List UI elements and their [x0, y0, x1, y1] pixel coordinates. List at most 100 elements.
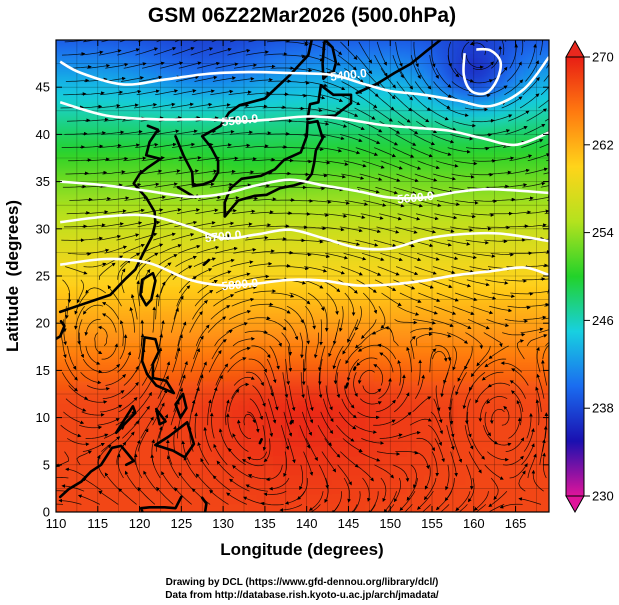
heat-cell: [331, 143, 342, 155]
streamline: [229, 222, 253, 228]
heat-cell: [465, 436, 475, 448]
streamline: [101, 343, 119, 360]
heat-cell: [440, 181, 450, 193]
heat-cell: [189, 493, 200, 504]
heat-cell: [315, 455, 325, 466]
heat-cell: [423, 96, 434, 108]
heat-cell: [415, 238, 425, 249]
heat-cell: [549, 248, 559, 259]
streamline: [197, 61, 221, 69]
heat-cell: [264, 332, 275, 344]
heat-cell: [381, 493, 392, 504]
x-tick-label: 140: [296, 516, 318, 531]
heat-cell: [122, 398, 133, 410]
heat-cell: [331, 172, 342, 183]
heat-cell: [465, 200, 475, 212]
heat-cell: [432, 115, 442, 127]
heat-cell: [557, 97, 567, 108]
streamline: [342, 438, 363, 453]
heat-cell: [323, 313, 333, 325]
heat-cell: [89, 266, 99, 278]
heat-cell: [331, 351, 342, 363]
heat-cell: [147, 153, 158, 164]
streamline: [136, 280, 141, 307]
heat-cell: [248, 370, 258, 382]
heat-cell: [532, 360, 542, 372]
heat-cell: [390, 417, 400, 429]
streamline: [190, 347, 200, 373]
heat-cell: [390, 455, 400, 466]
heat-cell: [239, 49, 250, 61]
streamline: [356, 357, 378, 367]
heat-cell: [73, 521, 83, 532]
heat-cell: [557, 389, 567, 400]
streamline: [285, 133, 309, 137]
heat-cell: [64, 153, 74, 164]
heat-cell: [122, 389, 133, 400]
streamline: [377, 343, 397, 360]
heat-cell: [64, 191, 74, 202]
streamline: [233, 247, 257, 254]
heat-cell: [448, 294, 459, 306]
heat-cell: [482, 323, 492, 334]
streamline: [374, 464, 394, 479]
streamline: [505, 224, 529, 229]
heat-cell: [490, 285, 501, 297]
heat-cell: [181, 238, 191, 249]
heat-cell: [264, 323, 275, 334]
heat-cell: [373, 445, 384, 457]
heat-cell: [256, 483, 267, 495]
streamline: [406, 477, 418, 501]
heat-cell: [507, 219, 517, 230]
heat-cell: [231, 134, 242, 146]
streamline: [140, 416, 154, 439]
heat-cell: [231, 323, 242, 334]
streamline: [509, 154, 533, 162]
heat-cell: [498, 436, 509, 448]
heat-cell: [365, 455, 375, 466]
streamline: [345, 200, 369, 206]
streamline: [252, 64, 276, 69]
heat-cell: [206, 238, 216, 249]
heat-cell: [189, 87, 200, 98]
heat-cell: [398, 370, 409, 382]
streamline: [181, 440, 191, 465]
streamline: [357, 344, 381, 352]
heat-cell: [331, 106, 342, 117]
heat-cell: [315, 342, 325, 353]
heat-cell: [315, 304, 325, 315]
heat-cell: [289, 124, 300, 136]
heat-cell: [373, 134, 384, 146]
heat-cell: [381, 172, 392, 183]
heat-cell: [89, 200, 99, 212]
heat-cell: [264, 77, 275, 89]
heat-cell: [164, 143, 175, 155]
streamline: [508, 417, 522, 439]
heat-cell: [465, 40, 475, 51]
streamline: [228, 447, 246, 466]
heat-cell: [306, 464, 317, 476]
heat-cell: [289, 493, 300, 504]
heat-cell: [365, 427, 375, 438]
heat-cell: [498, 172, 509, 183]
heat-cell: [515, 285, 526, 297]
heat-cell: [273, 172, 283, 183]
heat-cell: [373, 408, 384, 419]
heat-cell: [147, 266, 158, 278]
heat-cell: [248, 483, 258, 495]
streamline: [228, 309, 252, 320]
heat-cell: [89, 49, 99, 61]
heat-cell: [264, 40, 275, 51]
heat-cell: [491, 21, 501, 32]
heat-cell: [56, 21, 66, 32]
heat-cell: [131, 96, 141, 108]
heat-cell: [406, 209, 417, 221]
heat-cell: [298, 436, 308, 448]
heat-cell: [348, 106, 359, 117]
heat-cell: [306, 115, 317, 127]
heat-cell: [248, 200, 258, 212]
heat-cell: [532, 228, 542, 240]
heat-cell: [223, 143, 233, 155]
streamline: [489, 305, 513, 313]
heat-cell: [56, 389, 66, 400]
